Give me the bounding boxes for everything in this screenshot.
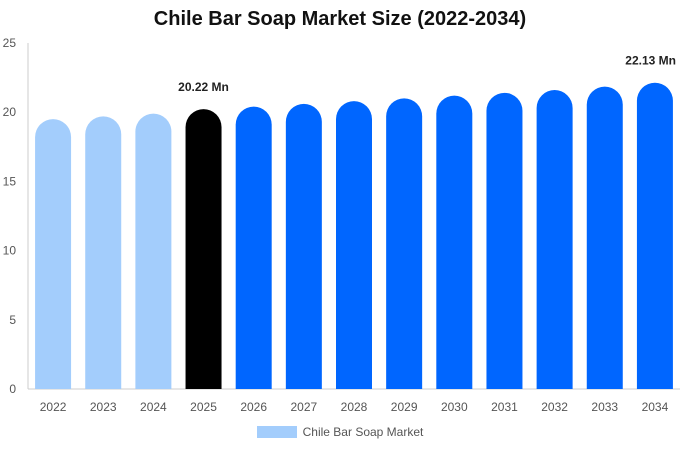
x-tick-label: 2025 [190, 400, 217, 414]
x-tick-label: 2030 [441, 400, 468, 414]
bar-2031 [486, 92, 523, 389]
legend: Chile Bar Soap Market [0, 425, 680, 439]
y-tick-label: 0 [9, 382, 16, 396]
x-tick-label: 2028 [341, 400, 368, 414]
x-tick-label: 2031 [491, 400, 518, 414]
bar-2034 [636, 82, 673, 390]
x-tick-label: 2029 [391, 400, 418, 414]
chart-title: Chile Bar Soap Market Size (2022-2034) [153, 8, 527, 30]
x-tick-label: 2023 [90, 400, 117, 414]
x-tick-label: 2024 [140, 400, 167, 414]
bars [35, 82, 673, 390]
x-tick-label: 2034 [642, 400, 669, 414]
bar-2023 [85, 116, 122, 390]
bar-2027 [285, 103, 322, 390]
y-axis: 0 5 10 15 20 25 [3, 36, 29, 396]
y-tick-label: 15 [3, 174, 17, 188]
bar-2022 [35, 119, 72, 389]
bar-2028 [336, 101, 372, 390]
y-tick-label: 10 [3, 244, 17, 258]
y-tick-label: 5 [9, 313, 16, 327]
bar-2026 [235, 106, 272, 389]
x-tick-label: 2032 [541, 400, 568, 414]
data-label-2034: 22.13 Mn [625, 54, 676, 68]
x-axis: 2022 2023 2024 2025 2026 2027 2028 2029 2030 2031… [28, 388, 680, 414]
bar-2033 [586, 86, 623, 389]
bar-2032 [536, 90, 573, 390]
bar-2029 [386, 98, 423, 390]
x-tick-label: 2022 [40, 400, 67, 414]
legend-label: Chile Bar Soap Market [302, 425, 424, 439]
y-tick-label: 20 [3, 105, 17, 119]
legend-swatch [256, 426, 297, 438]
y-tick-label: 25 [3, 36, 17, 50]
bar-2025 [185, 109, 222, 389]
data-label-2025: 20.22 Mn [178, 80, 229, 94]
x-tick-label: 2027 [290, 400, 317, 414]
bar-2030 [436, 95, 473, 389]
x-tick-label: 2026 [240, 400, 267, 414]
data-labels: 20.22 Mn 22.13 Mn [178, 54, 676, 94]
bar-2024 [135, 113, 172, 389]
x-tick-label: 2033 [591, 400, 618, 414]
